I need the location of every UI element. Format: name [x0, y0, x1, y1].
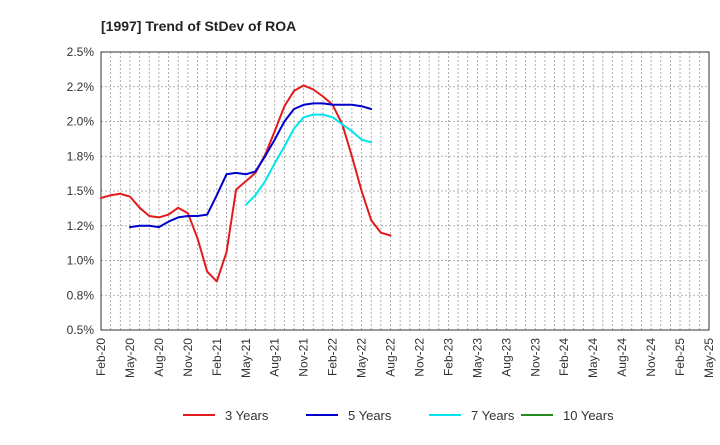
x-tick-label: May-21 [239, 338, 253, 378]
plot-frame [100, 51, 710, 331]
x-tick-label: Aug-22 [384, 338, 398, 377]
legend: 3 Years 5 Years 7 Years 10 Years [183, 408, 614, 423]
x-tick-label: Nov-21 [297, 338, 311, 377]
x-tick-label: May-24 [586, 338, 600, 378]
x-tick-label: Aug-21 [268, 338, 282, 377]
x-tick-label: Feb-24 [557, 338, 571, 376]
y-tick-label: 2.2% [67, 80, 95, 94]
x-tick-label: Feb-23 [441, 338, 455, 376]
legend-label: 10 Years [563, 408, 614, 423]
x-tick-label: May-25 [702, 338, 716, 378]
x-tick-label: Feb-20 [94, 338, 108, 376]
y-tick-label: 2.5% [67, 45, 95, 59]
legend-label: 7 Years [471, 408, 515, 423]
x-tick-label: Feb-21 [210, 338, 224, 376]
x-tick-label: Nov-22 [412, 338, 426, 377]
x-tick-label: May-23 [470, 338, 484, 378]
x-tick-label: Aug-23 [499, 338, 513, 377]
y-tick-label: 2.0% [67, 115, 95, 129]
y-tick-label: 1.5% [67, 184, 95, 198]
x-tick-label: Nov-24 [644, 338, 658, 377]
x-tick-label: Aug-20 [152, 338, 166, 377]
series-line-5-years [129, 102, 373, 229]
series-layer [100, 84, 392, 283]
x-tick-label: Feb-22 [326, 338, 340, 376]
x-tick-label: May-20 [123, 338, 137, 378]
y-tick-label: 1.0% [67, 254, 95, 268]
x-tick-label: May-22 [355, 338, 369, 378]
chart-title: [1997] Trend of StDev of ROA [101, 18, 296, 34]
x-tick-label: Feb-25 [673, 338, 687, 376]
y-tick-label: 0.8% [67, 288, 95, 302]
y-tick-label: 0.5% [67, 323, 95, 337]
legend-label: 3 Years [225, 408, 269, 423]
axis-layer: 0.5% 0.8% 1.0% 1.2% 1.5% 1.8% 2.0% 2.2% 2.5% Feb-… [67, 45, 716, 378]
y-tick-label: 1.8% [67, 149, 95, 163]
legend-label: 5 Years [348, 408, 392, 423]
series-line-7-years [244, 113, 373, 206]
y-tick-label: 1.2% [67, 219, 95, 233]
x-tick-label: Nov-20 [181, 338, 195, 377]
x-tick-label: Aug-24 [615, 338, 629, 377]
x-tick-label: Nov-23 [528, 338, 542, 377]
